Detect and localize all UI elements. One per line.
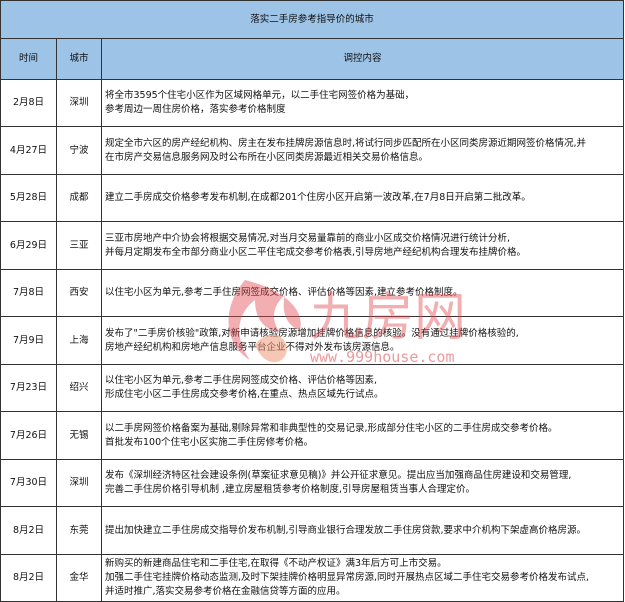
content-line: 加强二手住宅挂牌价格动态监测,及时下架挂牌价格明显异常房源,同时开展热点区域二手… bbox=[105, 572, 590, 583]
cell-content: 提出加快建立二手住房成交指导价发布机制,引导商业银行合理发放二手住房贷款,要求中… bbox=[101, 506, 624, 555]
cell-content: 以二手房网签价格备案为基础,剔除异常和非典型性的交易记录,形成部分住宅小区的二手… bbox=[101, 411, 624, 460]
table-row: 8月2日 东莞 提出加快建立二手住房成交指导价发布机制,引导商业银行合理发放二手住房… bbox=[0, 506, 624, 555]
table-row: 7月9日 上海 发布了"二手房价核验"政策,对新申请核验房源增加挂牌价格信息的核验。… bbox=[0, 316, 624, 365]
content-line: 发布《深圳经济特区社会建设条例(草案征求意见稿)》并公开征求意见。提出应当加强商… bbox=[105, 470, 572, 481]
content-line: 完善二手住房价格引导机制 ,建立房屋租赁参考价格制度,引导房屋租赁当事人合理定价… bbox=[105, 484, 476, 495]
cell-date: 7月26日 bbox=[0, 411, 57, 460]
cell-date: 4月27日 bbox=[0, 126, 57, 175]
table-row: 5月28日 成都 建立二手房成交价格参考发布机制,在成都201个住房小区开启第一波改… bbox=[0, 174, 624, 222]
content-line: 以二手房网签价格备案为基础,剔除异常和非典型性的交易记录,形成部分住宅小区的二手… bbox=[105, 422, 558, 434]
cell-content: 规定全市六区的房产经纪机构、房主在发布挂牌房源信息时,将试行同步匹配所在小区同类… bbox=[101, 126, 624, 175]
content-line: 提出加快建立二手住房成交指导价发布机制,引导商业银行合理发放二手住房贷款,要求中… bbox=[105, 524, 587, 536]
cell-content: 新购买的新建商品住宅和二手住宅,在取得《不动产权证》满3年后方可上市交易。加强二… bbox=[101, 554, 624, 602]
content-line: 将全市3595个住宅小区作为区域网格单元，以二手住宅网签价格为基础， bbox=[105, 90, 415, 101]
cell-city: 深圳 bbox=[56, 79, 102, 127]
cell-date: 7月9日 bbox=[0, 316, 57, 365]
content-line: 以住宅小区为单元,参考二手住房网签成交价格、评估价格等因素, bbox=[105, 375, 378, 386]
cell-city: 上海 bbox=[56, 316, 102, 365]
cell-city: 三亚 bbox=[56, 221, 102, 270]
cell-city: 成都 bbox=[56, 174, 102, 222]
table-row: 6月29日 三亚 三亚市房地产中介协会将根据交易情况,对当月交易量靠前的商业小区成交… bbox=[0, 221, 624, 270]
cell-content: 以住宅小区为单元,参考二手住房网签成交价格、评估价格等因素, 形成住宅小区二手住房… bbox=[101, 364, 624, 412]
table-row: 7月26日 无锡 以二手房网签价格备案为基础,剔除异常和非典型性的交易记录,形成部分… bbox=[0, 411, 624, 460]
header-content: 调控内容 bbox=[101, 38, 624, 80]
cell-content: 发布《深圳经济特区社会建设条例(草案征求意见稿)》并公开征求意见。提出应当加强商… bbox=[101, 459, 624, 507]
header-row: 时间 城市 调控内容 bbox=[0, 38, 624, 80]
header-date: 时间 bbox=[0, 38, 57, 80]
cell-content: 发布了"二手房价核验"政策,对新申请核验房源增加挂牌价格信息的核验。没有通过挂牌… bbox=[101, 316, 624, 365]
content-line: 并每月定期发布全市部分商业小区二平住宅成交参考价格表,引导房地产经纪机构合理发布… bbox=[105, 246, 527, 258]
table-row: 7月8日 西安 以住宅小区为单元,参考二手住房网签成交价格、评估价格等因素,建立参考… bbox=[0, 269, 624, 317]
content-line: 三亚市房地产中介协会将根据交易情况,对当月交易量靠前的商业小区成交价格情况进行统… bbox=[105, 232, 511, 244]
cell-city: 深圳 bbox=[56, 459, 102, 507]
content-line: 发布了"二手房价核验"政策,对新申请核验房源增加挂牌价格信息的核验。没有通过挂牌… bbox=[105, 327, 519, 339]
table-title-row: 落实二手房参考指导价的城市 bbox=[0, 0, 624, 39]
content-line: 形成住宅小区二手住房成交参考价格,在重点、热点区域先行试点。 bbox=[105, 389, 384, 400]
cell-content: 将全市3595个住宅小区作为区域网格单元，以二手住宅网签价格为基础， 参考周边一周… bbox=[101, 79, 624, 127]
cell-city: 宁波 bbox=[56, 126, 102, 175]
cell-content: 三亚市房地产中介协会将根据交易情况,对当月交易量靠前的商业小区成交价格情况进行统… bbox=[101, 221, 624, 270]
content-line: 参考周边一周住房价格，落实参考价格制度 bbox=[105, 104, 286, 115]
cell-content: 建立二手房成交价格参考发布机制,在成都201个住房小区开启第一波改革,在7月8日… bbox=[101, 174, 624, 222]
cell-date: 7月30日 bbox=[0, 459, 57, 507]
cell-city: 无锡 bbox=[56, 411, 102, 460]
content-line: 新购买的新建商品住宅和二手住宅,在取得《不动产权证》满3年后方可上市交易。 bbox=[105, 558, 447, 569]
cell-city: 东莞 bbox=[56, 506, 102, 555]
cell-city: 西安 bbox=[56, 269, 102, 317]
content-line: 以住宅小区为单元,参考二手住房网签成交价格、评估价格等因素,建立参考价格制度。 bbox=[105, 287, 463, 298]
content-line: 规定全市六区的房产经纪机构、房主在发布挂牌房源信息时,将试行同步匹配所在小区同类… bbox=[105, 137, 587, 149]
cell-city: 金华 bbox=[56, 554, 102, 602]
cell-date: 6月29日 bbox=[0, 221, 57, 270]
cell-city: 绍兴 bbox=[56, 364, 102, 412]
cell-date: 8月2日 bbox=[0, 506, 57, 555]
content-line: 首批发布100个住宅小区实施二手住房修考价格。 bbox=[105, 436, 314, 448]
table-row: 8月2日 金华 新购买的新建商品住宅和二手住宅,在取得《不动产权证》满3年后方可上市… bbox=[0, 554, 624, 602]
cell-content: 以住宅小区为单元,参考二手住房网签成交价格、评估价格等因素,建立参考价格制度。 bbox=[101, 269, 624, 317]
table-row: 4月27日 宁波 规定全市六区的房产经纪机构、房主在发布挂牌房源信息时,将试行同步匹… bbox=[0, 126, 624, 175]
header-city: 城市 bbox=[56, 38, 102, 80]
table-row: 7月23日 绍兴 以住宅小区为单元,参考二手住房网签成交价格、评估价格等因素, 形成住… bbox=[0, 364, 624, 412]
table-row: 2月8日 深圳 将全市3595个住宅小区作为区域网格单元，以二手住宅网签价格为基础，… bbox=[0, 79, 624, 127]
cell-date: 7月23日 bbox=[0, 364, 57, 412]
cell-date: 8月2日 bbox=[0, 554, 57, 602]
table-title: 落实二手房参考指导价的城市 bbox=[0, 0, 624, 39]
content-line: 并适时推广,落实交易参考价格在金融信贷等方面的应用。 bbox=[105, 586, 346, 597]
table-row: 7月30日 深圳 发布《深圳经济特区社会建设条例(草案征求意见稿)》并公开征求意见。… bbox=[0, 459, 624, 507]
cell-date: 7月8日 bbox=[0, 269, 57, 317]
cell-date: 5月28日 bbox=[0, 174, 57, 222]
cell-date: 2月8日 bbox=[0, 79, 57, 127]
content-line: 房地产经纪机构和房地产信息服务平台企业不得对外发布该房源信息。 bbox=[105, 341, 400, 353]
content-line: 在市房产交易信息服务网及时公布所在小区同类房源最近相关交易价格信息。 bbox=[105, 151, 429, 163]
content-line: 建立二手房成交价格参考发布机制,在成都201个住房小区开启第一波改革,在7月8日… bbox=[105, 192, 531, 203]
